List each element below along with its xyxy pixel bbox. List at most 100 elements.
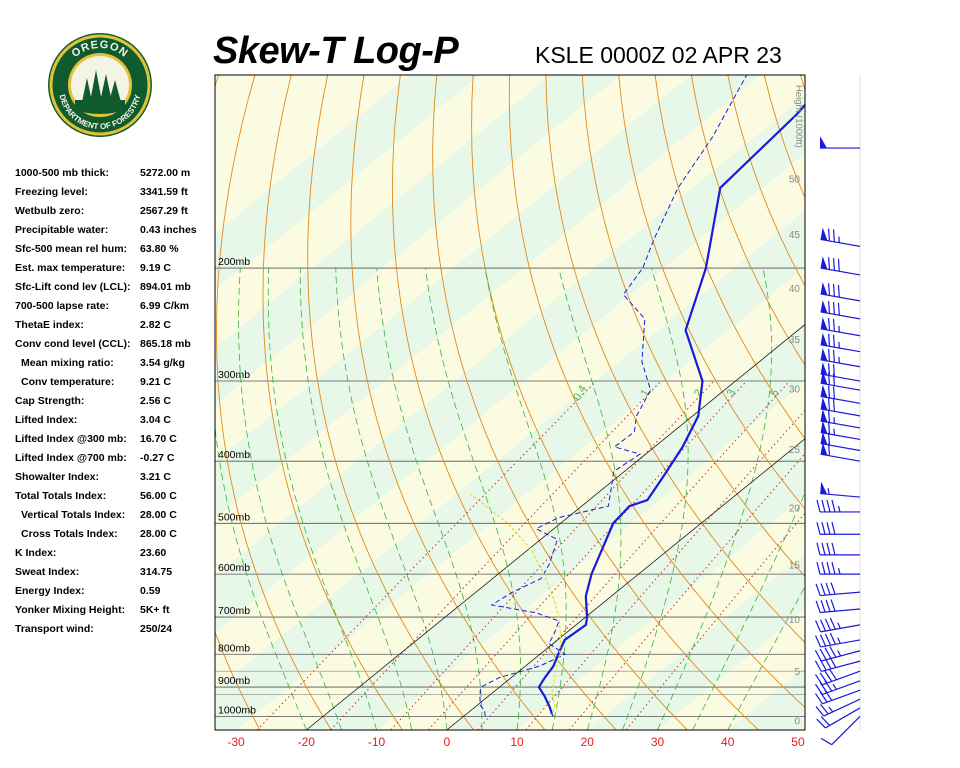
logo-gold-border: [49, 34, 151, 136]
wind-barb: [820, 227, 861, 247]
barb-staff: [820, 293, 861, 302]
barb-full: [829, 617, 836, 630]
wind-barb: [816, 499, 860, 513]
index-value: 3.04 C: [140, 414, 171, 426]
barb-full: [814, 674, 823, 686]
wind-barb: [814, 669, 861, 686]
barb-flag: [820, 362, 828, 376]
barb-full: [824, 647, 832, 659]
height-tick-label: 15: [789, 561, 801, 572]
index-value: 28.00 C: [140, 509, 177, 521]
barb-full: [832, 398, 835, 412]
barb-full: [821, 522, 826, 535]
wind-barb: [820, 409, 861, 429]
index-value: 3.21 C: [140, 471, 171, 483]
barb-staff: [822, 689, 861, 705]
x-tick-label: 50: [791, 735, 805, 749]
barb-half: [837, 505, 841, 513]
isotherm-line: [446, 438, 805, 730]
barb-flag: [820, 300, 828, 314]
mixing-ratio-label: 2: [692, 387, 705, 398]
wind-barb: [820, 397, 861, 417]
dry-adiabat: [391, 75, 617, 730]
barb-full: [815, 583, 821, 596]
index-label: Sfc-Lift cond lev (LCL):: [15, 281, 131, 293]
barb-full: [837, 284, 840, 298]
barb-staff: [820, 453, 861, 462]
wind-barb: [816, 561, 860, 575]
index-value: 314.75: [140, 566, 173, 578]
dry-adiabat: [471, 75, 759, 730]
barb-full: [820, 716, 831, 726]
barb-full: [828, 372, 831, 385]
barb-full: [816, 542, 821, 556]
index-value: 3341.59 ft: [140, 186, 188, 198]
moist-adiabat: [335, 268, 448, 730]
index-label: Est. max temperature:: [15, 262, 126, 274]
barb-full: [828, 398, 831, 411]
index-label: Showalter Index:: [15, 471, 100, 483]
barb-full: [814, 660, 822, 672]
barb-flag: [820, 442, 828, 456]
index-value: 5272.00 m: [140, 167, 191, 179]
x-tick-label: -20: [298, 735, 316, 749]
barb-full: [828, 333, 831, 347]
moist-adiabat: [376, 268, 483, 730]
barb-full: [832, 334, 835, 348]
barb-full: [820, 737, 833, 746]
dry-adiabat: [581, 75, 805, 578]
barb-half: [832, 683, 838, 690]
wind-barb: [816, 542, 860, 556]
dry-adiabat: [432, 75, 688, 730]
index-label: Vertical Totals Index:: [21, 509, 126, 521]
barb-flag: [820, 347, 828, 362]
barb-full: [832, 364, 835, 377]
index-label: 700-500 lapse rate:: [15, 300, 109, 312]
barb-full: [837, 258, 840, 272]
barb-full: [829, 669, 838, 681]
barb-full: [828, 228, 831, 242]
barb-full: [832, 373, 835, 386]
barb-staff: [820, 420, 861, 429]
index-label: Transport wind:: [15, 623, 94, 635]
wind-barb: [815, 617, 861, 633]
index-label: Freezing level:: [15, 186, 88, 198]
barb-flag: [820, 136, 827, 149]
index-label: Precipitable water:: [15, 224, 109, 236]
index-label: 1000-500 mb thick:: [15, 167, 109, 179]
barb-full: [820, 583, 826, 596]
dry-adiabat: [654, 75, 805, 440]
barb-full: [830, 582, 836, 595]
index-value: 16.70 C: [140, 433, 177, 445]
index-value: 6.99 C/km: [140, 300, 190, 312]
barb-flag: [820, 431, 828, 445]
index-label: Energy Index:: [15, 585, 85, 597]
x-tick-label: -10: [368, 735, 386, 749]
wind-barb: [815, 599, 861, 614]
index-label: Cap Strength:: [15, 395, 85, 407]
index-value: 9.21 C: [140, 376, 171, 388]
pressure-label: 900mb: [218, 675, 250, 687]
barb-staff: [820, 608, 861, 614]
index-value: 0.43 inches: [140, 224, 197, 236]
index-label: ThetaE index:: [15, 319, 84, 331]
barb-full: [824, 670, 833, 682]
barb-staff: [821, 660, 861, 673]
wind-barb: [816, 707, 861, 729]
dry-adiabat: [545, 75, 805, 644]
barb-staff: [822, 680, 861, 696]
barb-full: [832, 229, 835, 242]
station-timestamp: KSLE 0000Z 02 APR 23: [535, 42, 782, 68]
wind-barb: [820, 384, 861, 404]
barb-full: [832, 349, 835, 363]
wind-barb: [820, 442, 861, 462]
plot-area: 0.4 1 2 3 5 8: [215, 75, 960, 730]
pressure-label: 300mb: [218, 369, 250, 381]
barb-staff: [820, 408, 861, 417]
barb-flag: [820, 409, 828, 423]
dry-adiabat: [910, 75, 960, 730]
plot-frame: [214, 74, 806, 731]
moist-adiabat: [622, 267, 689, 730]
dry-adiabat: [873, 75, 960, 730]
barb-full: [824, 633, 832, 646]
